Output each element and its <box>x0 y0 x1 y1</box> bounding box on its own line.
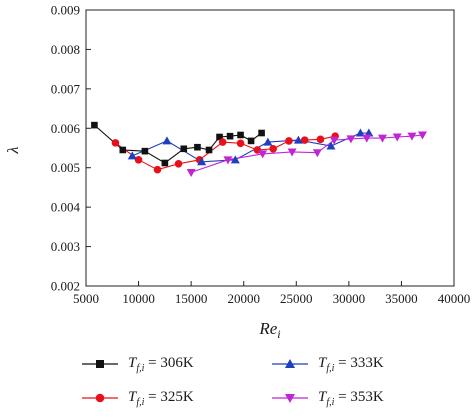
data-point-325k <box>236 139 245 148</box>
x-tick-label: 25000 <box>280 291 313 306</box>
legend-label-333k: Tf,i = 333K <box>318 354 384 374</box>
data-point-353k <box>392 133 402 142</box>
legend-swatch-333k <box>272 359 308 368</box>
data-point-306k <box>247 137 255 145</box>
y-tick-label: 0.002 <box>51 279 80 294</box>
legend-label-325k: Tf,i = 325K <box>128 388 194 408</box>
legend-label-306k: Tf,i = 306K <box>128 354 194 374</box>
y-tick-label: 0.008 <box>51 42 80 57</box>
legend-item-333k: Tf,i = 333K <box>270 352 384 376</box>
data-point-353k <box>186 168 196 177</box>
legend-swatch-325k <box>82 393 118 403</box>
data-point-333k <box>162 136 172 145</box>
x-tick-label: 40000 <box>438 291 471 306</box>
data-point-325k <box>153 165 162 174</box>
x-tick-label: 30000 <box>333 291 366 306</box>
data-point-333k <box>263 137 273 146</box>
data-point-306k <box>180 145 188 153</box>
x-axis-label-main: Re <box>258 319 277 338</box>
series-markers <box>91 121 427 177</box>
legend-label-353k: Tf,i = 353K <box>318 388 384 408</box>
data-point-333k <box>197 157 207 166</box>
data-point-325k <box>300 136 309 144</box>
data-point-333k <box>127 151 137 160</box>
x-tick-label: 15000 <box>175 291 208 306</box>
data-point-306k <box>119 146 127 154</box>
y-tick-label: 0.009 <box>51 3 80 18</box>
legend-item-306k: Tf,i = 306K <box>80 352 194 376</box>
data-point-306k <box>216 133 223 141</box>
data-point-333k <box>293 135 303 144</box>
line-chart: 5000 10000 15000 20000 25000 30000 35000 40000 0… <box>5 3 471 341</box>
legend-item-325k: Tf,i = 325K <box>80 386 194 410</box>
data-point-353k <box>223 156 233 165</box>
data-point-325k <box>218 138 227 146</box>
data-point-325k <box>316 135 325 144</box>
y-tick-label: 0.004 <box>51 200 81 215</box>
series-line-306k <box>94 124 262 164</box>
y-tick-label: 0.003 <box>51 239 80 254</box>
data-point-306k <box>237 131 244 139</box>
data-point-333k <box>364 128 374 137</box>
data-point-353k <box>287 148 297 157</box>
y-tick-label: 0.005 <box>51 160 80 175</box>
data-point-306k <box>205 146 213 154</box>
data-point-325k <box>111 139 120 147</box>
axis-ticks: 5000 10000 15000 20000 25000 30000 35000 40000 0… <box>51 3 471 307</box>
x-tick-label: 35000 <box>385 291 418 306</box>
x-tick-label: 10000 <box>122 291 155 306</box>
y-axis-label: λ <box>5 146 22 154</box>
data-point-353k <box>329 136 339 145</box>
data-point-353k <box>258 150 268 159</box>
data-point-353k <box>407 132 417 141</box>
data-point-306k <box>258 129 265 137</box>
y-tick-label: 0.007 <box>51 81 81 96</box>
legend-swatch-306k <box>82 360 118 368</box>
data-point-325k <box>269 144 277 153</box>
data-point-306k <box>161 159 169 167</box>
x-tick-label: 20000 <box>227 291 260 306</box>
plot-frame <box>85 9 455 287</box>
x-axis-label-sub: i <box>277 327 280 340</box>
x-axis-label: Rei <box>258 319 280 340</box>
x-tick-label: 5000 <box>73 291 99 306</box>
data-point-306k <box>226 132 234 140</box>
data-point-353k <box>362 134 372 143</box>
data-point-333k <box>326 141 336 150</box>
data-point-353k <box>378 134 388 143</box>
data-point-306k <box>194 143 201 151</box>
data-point-333k <box>355 128 365 137</box>
legend-item-353k: Tf,i = 353K <box>270 386 384 410</box>
data-point-325k <box>134 156 143 164</box>
data-point-306k <box>141 147 149 155</box>
data-point-353k <box>312 149 322 158</box>
data-point-333k <box>230 155 240 164</box>
data-point-353k <box>346 135 356 144</box>
legend: Tf,i = 306K Tf,i = 333K Tf,i = 325K Tf,i… <box>0 340 474 420</box>
data-point-353k <box>417 131 427 140</box>
data-point-325k <box>174 159 183 168</box>
y-tick-label: 0.006 <box>51 121 81 136</box>
data-point-306k <box>91 121 98 129</box>
data-point-325k <box>285 137 293 145</box>
legend-swatch-353k <box>272 394 308 403</box>
